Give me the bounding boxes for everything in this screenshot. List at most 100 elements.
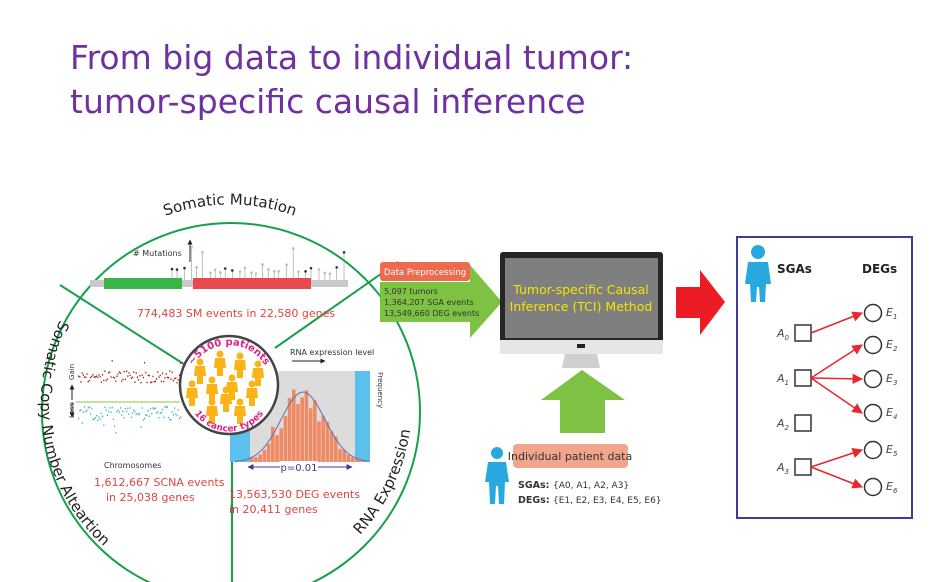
loss-point bbox=[100, 412, 102, 415]
patient-figure-icon bbox=[186, 380, 198, 406]
normal-curve bbox=[234, 391, 370, 462]
gain-point bbox=[99, 375, 101, 378]
histogram-bar bbox=[304, 390, 309, 462]
slide-title: From big data to individual tumor: tumor… bbox=[70, 36, 633, 124]
sga-node bbox=[794, 458, 812, 476]
mutation-point bbox=[254, 272, 258, 275]
deg-node bbox=[863, 440, 883, 460]
p-value-label: p=0.01 bbox=[281, 463, 318, 474]
loss-point bbox=[114, 425, 116, 427]
loss-point bbox=[84, 406, 86, 408]
gain-point bbox=[117, 373, 119, 375]
preprocessing-line: 1,364,207 SGA events bbox=[384, 298, 474, 307]
gain-point bbox=[81, 372, 83, 375]
gain-point bbox=[176, 381, 178, 384]
mutation-point bbox=[328, 272, 332, 276]
gain-point bbox=[153, 381, 155, 383]
mutation-point bbox=[223, 267, 227, 270]
patient-figure-icon bbox=[234, 352, 246, 378]
loss-point bbox=[174, 407, 176, 409]
method-line1: Tumor-specific Causal bbox=[512, 282, 649, 297]
patient-figure-icon bbox=[246, 380, 258, 406]
loss-point bbox=[128, 413, 130, 415]
mutation-point bbox=[230, 269, 234, 272]
monitor-screen bbox=[505, 258, 658, 338]
method-line2: Inference (TCI) Method bbox=[510, 299, 653, 314]
causal-edge bbox=[810, 373, 864, 385]
gain-point bbox=[129, 374, 131, 377]
frequency-label: Frequency bbox=[376, 372, 384, 408]
patient-sgas-value: {A0, A1, A2, A3} bbox=[553, 481, 629, 491]
gain-point bbox=[88, 379, 90, 382]
loss-point bbox=[104, 406, 106, 408]
gain-point bbox=[114, 377, 116, 379]
title-line-2: tumor-specific causal inference bbox=[70, 82, 586, 121]
loss-point bbox=[122, 410, 124, 412]
gain-point bbox=[111, 360, 113, 362]
loss-point bbox=[82, 411, 84, 414]
loss-point bbox=[160, 411, 162, 414]
sga-node bbox=[794, 324, 812, 342]
histogram-bar bbox=[346, 454, 351, 462]
scna-plot: Gain Loss Chromosomes 1,612,667 SCNA eve… bbox=[68, 360, 225, 504]
histogram-bar bbox=[250, 457, 254, 462]
gain-point bbox=[158, 376, 160, 378]
loss-point bbox=[94, 417, 96, 419]
mutation-point bbox=[317, 268, 321, 271]
patients-circle: ~5100 patients 16 cancer types bbox=[178, 334, 280, 436]
mutation-point bbox=[335, 266, 339, 269]
protein-domain-green bbox=[104, 278, 182, 289]
loss-point bbox=[110, 411, 112, 414]
gain-point bbox=[147, 374, 149, 376]
mutation-point bbox=[175, 268, 179, 271]
sm-stats: 774,483 SM events in 22,580 genes bbox=[137, 307, 336, 320]
gain-point bbox=[122, 378, 124, 381]
gain-point bbox=[163, 380, 165, 383]
gain-point bbox=[172, 379, 174, 382]
gain-point bbox=[170, 378, 172, 380]
gain-point bbox=[112, 376, 114, 379]
loss-point bbox=[79, 409, 81, 412]
loss-point bbox=[106, 414, 108, 416]
loss-point bbox=[103, 424, 105, 426]
wheel-outline bbox=[41, 222, 421, 582]
gain-point bbox=[120, 372, 122, 374]
patient-person-icon bbox=[485, 447, 509, 504]
loss-point bbox=[116, 410, 118, 413]
gain-point bbox=[128, 372, 130, 374]
deg-node bbox=[863, 477, 883, 497]
loss-point bbox=[105, 409, 107, 411]
gain-point bbox=[151, 381, 153, 383]
gain-label: Gain bbox=[68, 364, 76, 380]
histogram-bar bbox=[266, 443, 271, 462]
loss-point bbox=[157, 411, 159, 413]
gain-point bbox=[136, 376, 138, 378]
mutation-point bbox=[267, 268, 270, 271]
mutation-point bbox=[304, 270, 307, 273]
gain-point bbox=[157, 371, 159, 373]
loss-point bbox=[121, 414, 123, 416]
gain-point bbox=[79, 376, 81, 378]
histogram-bar bbox=[325, 422, 330, 462]
gain-point bbox=[121, 380, 123, 382]
gain-point bbox=[115, 380, 117, 382]
gain-point bbox=[86, 373, 88, 375]
loss-point bbox=[164, 406, 166, 408]
deg-stats-line2: in 20,411 genes bbox=[229, 503, 318, 516]
preprocessing-label: Data Preprocessing bbox=[384, 268, 466, 278]
mutation-point bbox=[209, 271, 212, 275]
loss-point bbox=[80, 409, 82, 411]
loss-point bbox=[156, 412, 158, 414]
histogram-bar bbox=[300, 397, 304, 462]
loss-point bbox=[108, 410, 110, 413]
loss-point bbox=[85, 410, 87, 413]
monitor: Tumor-specific Causal Inference (TCI) Me… bbox=[500, 252, 663, 368]
mutation-point bbox=[190, 246, 193, 249]
gain-point bbox=[169, 370, 171, 372]
causal-edge bbox=[810, 344, 863, 379]
gain-point bbox=[130, 377, 132, 379]
loss-point bbox=[141, 407, 143, 409]
chromosomes-label: Chromosomes bbox=[104, 461, 161, 470]
patient-input-arrow bbox=[541, 370, 625, 433]
